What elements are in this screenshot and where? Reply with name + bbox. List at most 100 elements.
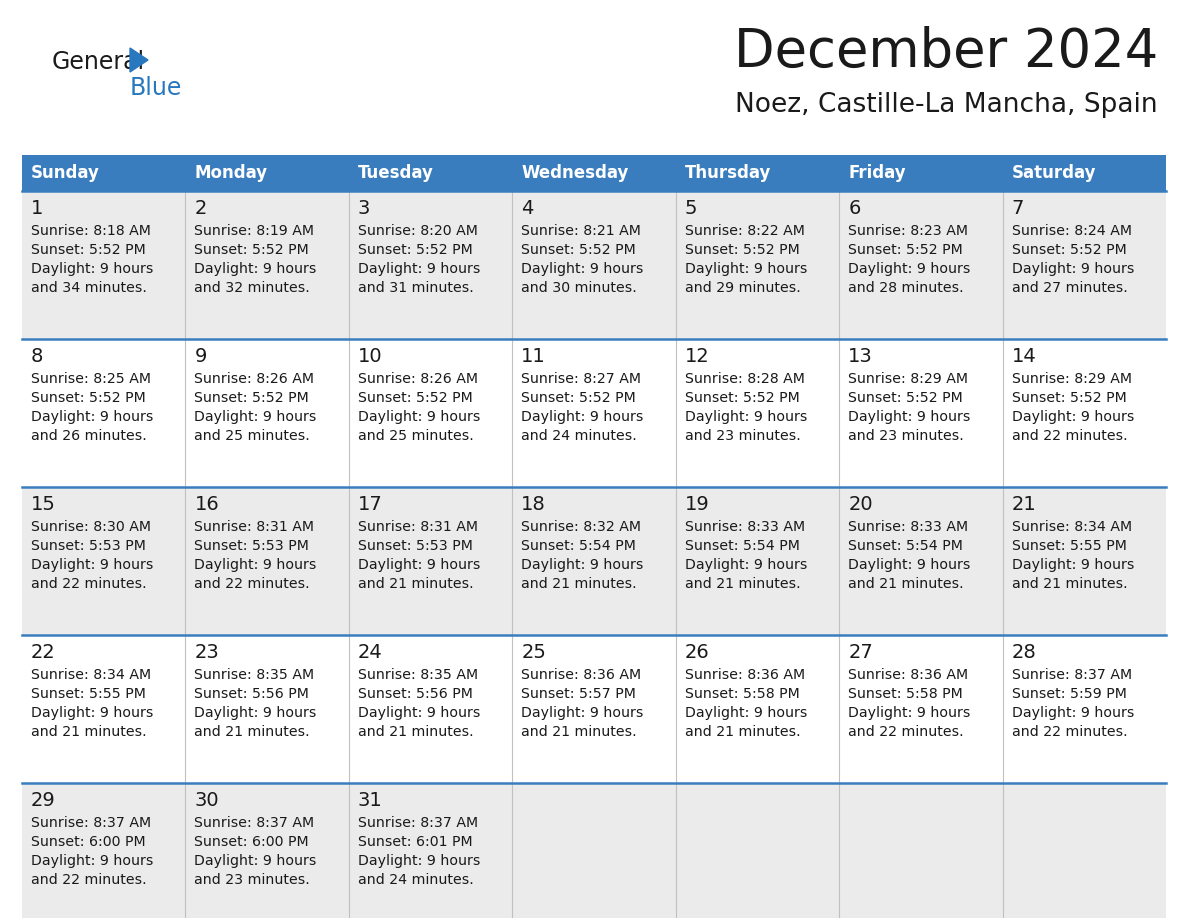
Text: and 22 minutes.: and 22 minutes. — [31, 577, 146, 591]
Text: Daylight: 9 hours: Daylight: 9 hours — [1011, 262, 1135, 276]
Text: and 21 minutes.: and 21 minutes. — [358, 577, 474, 591]
Text: Daylight: 9 hours: Daylight: 9 hours — [358, 262, 480, 276]
Text: Daylight: 9 hours: Daylight: 9 hours — [848, 262, 971, 276]
Text: and 22 minutes.: and 22 minutes. — [31, 873, 146, 887]
Text: and 25 minutes.: and 25 minutes. — [358, 429, 474, 443]
Text: Sunset: 6:00 PM: Sunset: 6:00 PM — [31, 835, 146, 849]
Text: 25: 25 — [522, 644, 546, 663]
Text: Sunset: 5:54 PM: Sunset: 5:54 PM — [522, 539, 636, 553]
Text: Sunrise: 8:20 AM: Sunrise: 8:20 AM — [358, 224, 478, 238]
Text: Sunrise: 8:35 AM: Sunrise: 8:35 AM — [358, 668, 478, 682]
Text: and 21 minutes.: and 21 minutes. — [848, 577, 963, 591]
Text: Sunrise: 8:37 AM: Sunrise: 8:37 AM — [1011, 668, 1132, 682]
Text: December 2024: December 2024 — [734, 26, 1158, 78]
Text: Saturday: Saturday — [1011, 164, 1097, 182]
Text: Sunset: 5:52 PM: Sunset: 5:52 PM — [195, 243, 309, 257]
Text: Daylight: 9 hours: Daylight: 9 hours — [522, 262, 644, 276]
Bar — [23, 339, 1165, 487]
Text: Sunrise: 8:34 AM: Sunrise: 8:34 AM — [1011, 520, 1132, 534]
Text: Daylight: 9 hours: Daylight: 9 hours — [848, 410, 971, 424]
Text: Daylight: 9 hours: Daylight: 9 hours — [31, 262, 153, 276]
Text: Daylight: 9 hours: Daylight: 9 hours — [684, 262, 807, 276]
Text: Sunset: 5:52 PM: Sunset: 5:52 PM — [358, 391, 473, 405]
Text: and 22 minutes.: and 22 minutes. — [848, 725, 963, 739]
Text: 17: 17 — [358, 496, 383, 514]
Bar — [23, 487, 1165, 635]
Text: 28: 28 — [1011, 644, 1036, 663]
Text: 22: 22 — [31, 644, 56, 663]
Text: 6: 6 — [848, 199, 860, 218]
Text: and 22 minutes.: and 22 minutes. — [195, 577, 310, 591]
Text: Sunset: 5:54 PM: Sunset: 5:54 PM — [848, 539, 963, 553]
Text: and 21 minutes.: and 21 minutes. — [522, 725, 637, 739]
Text: Sunrise: 8:22 AM: Sunrise: 8:22 AM — [684, 224, 804, 238]
Text: Sunrise: 8:31 AM: Sunrise: 8:31 AM — [195, 520, 315, 534]
Text: and 27 minutes.: and 27 minutes. — [1011, 281, 1127, 295]
Polygon shape — [129, 48, 148, 72]
Text: Sunset: 5:57 PM: Sunset: 5:57 PM — [522, 687, 636, 701]
Text: Daylight: 9 hours: Daylight: 9 hours — [195, 706, 317, 720]
Text: Sunrise: 8:26 AM: Sunrise: 8:26 AM — [195, 372, 315, 386]
Text: 13: 13 — [848, 348, 873, 366]
Text: 7: 7 — [1011, 199, 1024, 218]
Text: and 22 minutes.: and 22 minutes. — [1011, 429, 1127, 443]
Text: Daylight: 9 hours: Daylight: 9 hours — [522, 410, 644, 424]
Text: and 32 minutes.: and 32 minutes. — [195, 281, 310, 295]
Text: Daylight: 9 hours: Daylight: 9 hours — [31, 410, 153, 424]
Text: Sunset: 6:01 PM: Sunset: 6:01 PM — [358, 835, 473, 849]
Text: Sunset: 5:52 PM: Sunset: 5:52 PM — [358, 243, 473, 257]
Text: 31: 31 — [358, 791, 383, 811]
Text: Daylight: 9 hours: Daylight: 9 hours — [522, 558, 644, 572]
Text: Sunrise: 8:31 AM: Sunrise: 8:31 AM — [358, 520, 478, 534]
Text: and 23 minutes.: and 23 minutes. — [195, 873, 310, 887]
Text: Sunrise: 8:27 AM: Sunrise: 8:27 AM — [522, 372, 642, 386]
Text: Sunset: 5:54 PM: Sunset: 5:54 PM — [684, 539, 800, 553]
Text: Sunrise: 8:34 AM: Sunrise: 8:34 AM — [31, 668, 151, 682]
Text: and 31 minutes.: and 31 minutes. — [358, 281, 474, 295]
Text: and 23 minutes.: and 23 minutes. — [848, 429, 963, 443]
Text: Sunrise: 8:23 AM: Sunrise: 8:23 AM — [848, 224, 968, 238]
Text: Daylight: 9 hours: Daylight: 9 hours — [31, 558, 153, 572]
Bar — [23, 783, 1165, 918]
Text: and 21 minutes.: and 21 minutes. — [358, 725, 474, 739]
Bar — [23, 635, 1165, 783]
Text: Daylight: 9 hours: Daylight: 9 hours — [195, 558, 317, 572]
Text: Sunrise: 8:33 AM: Sunrise: 8:33 AM — [684, 520, 804, 534]
Text: 18: 18 — [522, 496, 546, 514]
Text: Sunset: 5:53 PM: Sunset: 5:53 PM — [195, 539, 309, 553]
Text: Sunset: 5:52 PM: Sunset: 5:52 PM — [848, 391, 963, 405]
Text: and 25 minutes.: and 25 minutes. — [195, 429, 310, 443]
Text: 23: 23 — [195, 644, 219, 663]
Text: 27: 27 — [848, 644, 873, 663]
Text: Sunset: 5:55 PM: Sunset: 5:55 PM — [1011, 539, 1126, 553]
Text: Sunset: 5:53 PM: Sunset: 5:53 PM — [358, 539, 473, 553]
Text: 19: 19 — [684, 496, 709, 514]
Text: Daylight: 9 hours: Daylight: 9 hours — [195, 410, 317, 424]
Text: 10: 10 — [358, 348, 383, 366]
Text: and 24 minutes.: and 24 minutes. — [358, 873, 474, 887]
Text: Sunrise: 8:29 AM: Sunrise: 8:29 AM — [848, 372, 968, 386]
Text: and 21 minutes.: and 21 minutes. — [195, 725, 310, 739]
Text: Sunrise: 8:24 AM: Sunrise: 8:24 AM — [1011, 224, 1132, 238]
Text: and 26 minutes.: and 26 minutes. — [31, 429, 147, 443]
Text: 4: 4 — [522, 199, 533, 218]
Text: Blue: Blue — [129, 76, 183, 100]
Text: Sunrise: 8:32 AM: Sunrise: 8:32 AM — [522, 520, 642, 534]
Text: 16: 16 — [195, 496, 219, 514]
Text: Daylight: 9 hours: Daylight: 9 hours — [195, 262, 317, 276]
Text: Sunrise: 8:21 AM: Sunrise: 8:21 AM — [522, 224, 642, 238]
Text: Daylight: 9 hours: Daylight: 9 hours — [684, 410, 807, 424]
Text: and 30 minutes.: and 30 minutes. — [522, 281, 637, 295]
Text: and 29 minutes.: and 29 minutes. — [684, 281, 801, 295]
Text: Sunset: 5:53 PM: Sunset: 5:53 PM — [31, 539, 146, 553]
Text: and 23 minutes.: and 23 minutes. — [684, 429, 801, 443]
Text: and 24 minutes.: and 24 minutes. — [522, 429, 637, 443]
Text: Sunrise: 8:37 AM: Sunrise: 8:37 AM — [195, 816, 315, 830]
Text: Tuesday: Tuesday — [358, 164, 434, 182]
Text: Sunset: 5:52 PM: Sunset: 5:52 PM — [522, 391, 636, 405]
Text: Sunset: 5:59 PM: Sunset: 5:59 PM — [1011, 687, 1126, 701]
Text: Sunrise: 8:18 AM: Sunrise: 8:18 AM — [31, 224, 151, 238]
Text: Sunset: 5:52 PM: Sunset: 5:52 PM — [522, 243, 636, 257]
Text: Daylight: 9 hours: Daylight: 9 hours — [1011, 410, 1135, 424]
Text: 5: 5 — [684, 199, 697, 218]
